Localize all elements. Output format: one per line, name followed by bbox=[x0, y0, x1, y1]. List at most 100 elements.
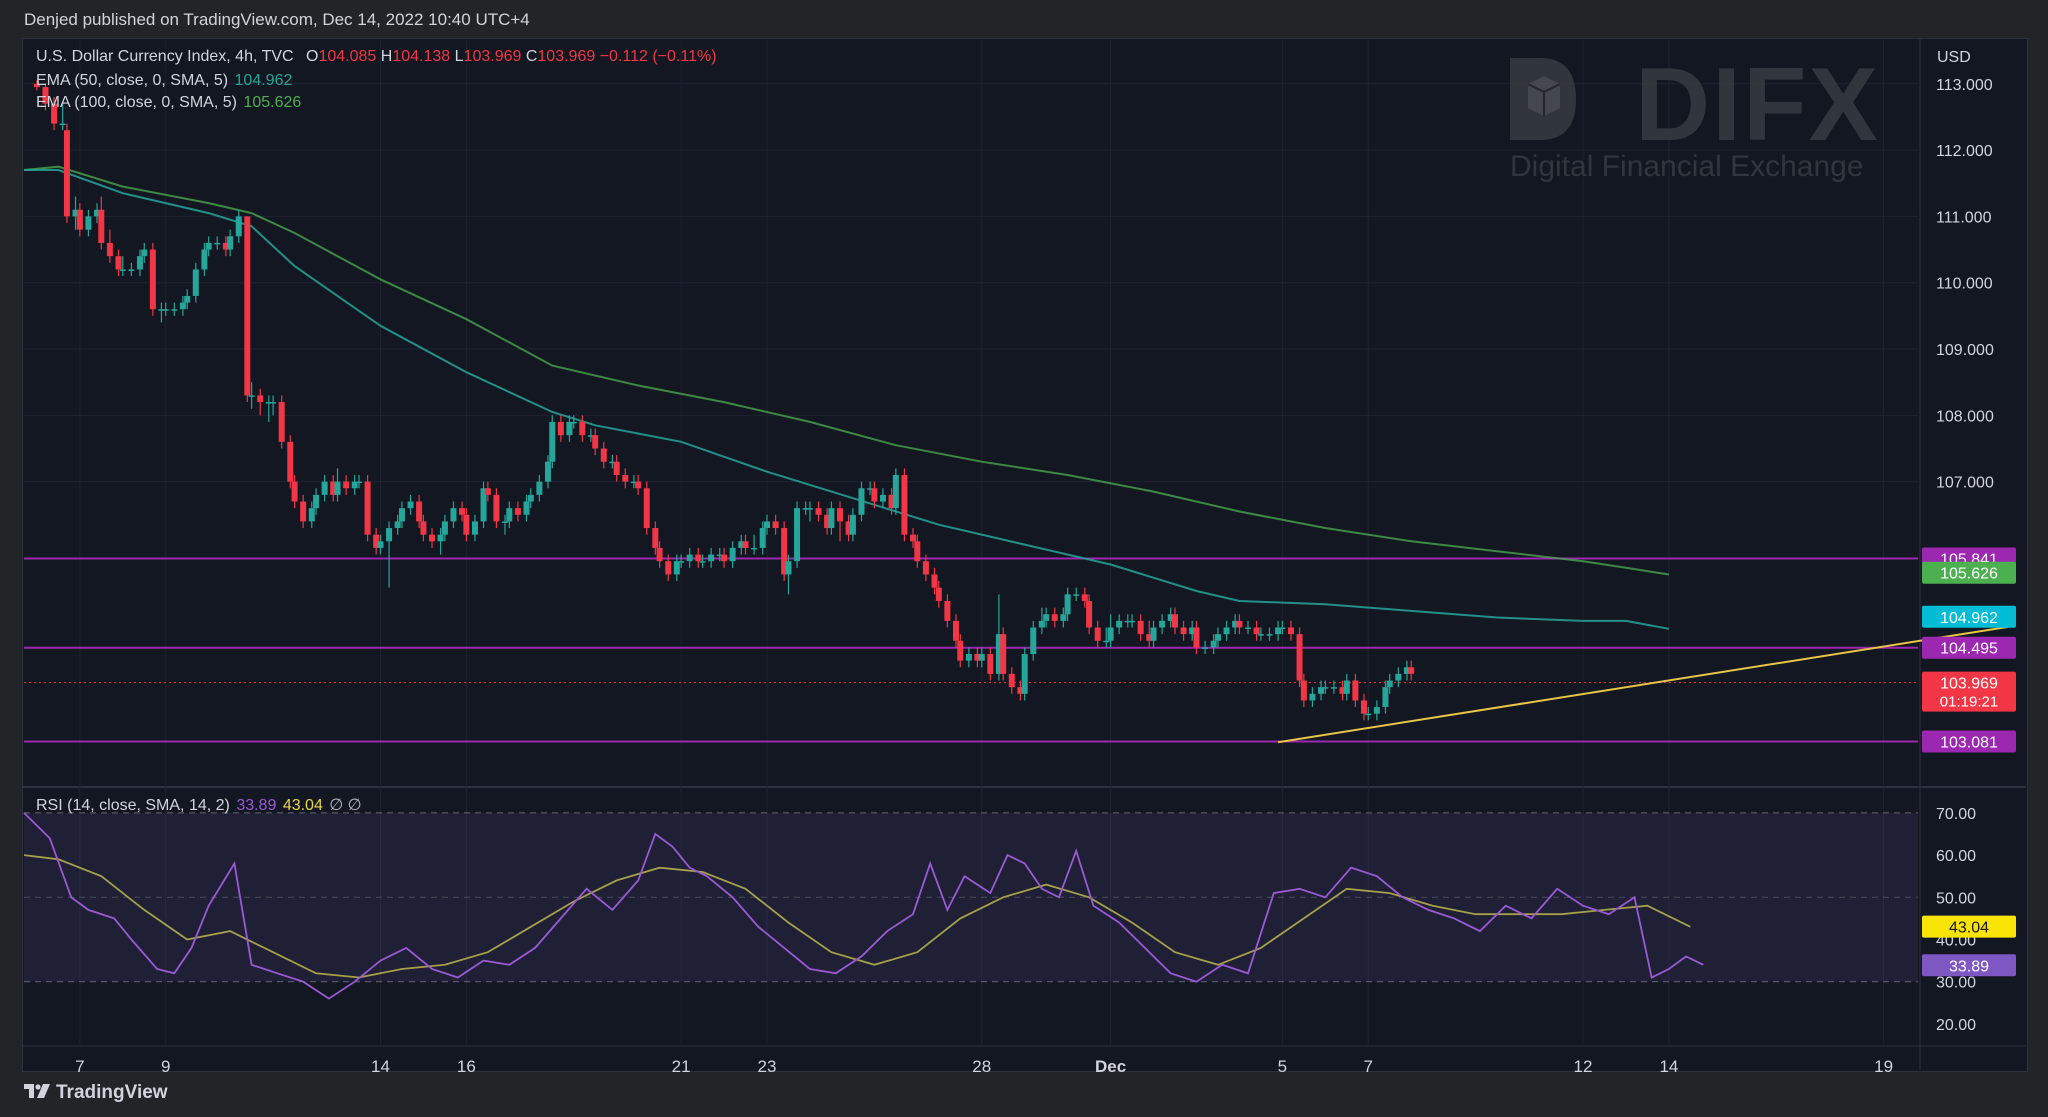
rsi-tick-label: 50.00 bbox=[1936, 890, 1976, 907]
candle-body bbox=[1189, 627, 1196, 635]
candle-body bbox=[1343, 680, 1350, 694]
candle-body bbox=[910, 534, 917, 542]
candle-body bbox=[334, 481, 341, 495]
candle-body bbox=[386, 528, 393, 542]
candle-body bbox=[149, 249, 156, 310]
candle-body bbox=[33, 83, 40, 88]
candle-body bbox=[1253, 627, 1260, 635]
candle-body bbox=[355, 481, 362, 484]
rsi-legend[interactable]: RSI (14, close, SMA, 14, 2) 33.89 43.04 … bbox=[36, 795, 362, 815]
change-value: −0.112 (−0.11%) bbox=[599, 48, 717, 65]
rsi-value: 33.89 bbox=[236, 797, 277, 814]
candle-body bbox=[351, 481, 358, 489]
high-label: H bbox=[380, 48, 393, 65]
candle-body bbox=[815, 508, 822, 515]
candle-body bbox=[416, 501, 423, 522]
candle-body bbox=[514, 508, 521, 515]
candle-body bbox=[845, 521, 852, 535]
candle-body bbox=[1257, 634, 1264, 636]
candle-body bbox=[72, 209, 79, 217]
candle-body bbox=[205, 242, 212, 250]
close-label: C bbox=[525, 48, 538, 65]
tradingview-logo[interactable]: TradingView bbox=[24, 1082, 168, 1104]
candle-body bbox=[1038, 620, 1045, 628]
candle-body bbox=[699, 561, 706, 563]
candle-body bbox=[781, 528, 788, 575]
price-tag-label: 103.969 bbox=[1940, 676, 1998, 693]
candle-body bbox=[566, 421, 573, 436]
candle-body bbox=[437, 534, 444, 542]
candle-body bbox=[806, 508, 813, 510]
rsi-tag-label: 33.89 bbox=[1949, 958, 1989, 975]
candle-body bbox=[1365, 713, 1372, 716]
candle-body bbox=[377, 541, 384, 548]
candle-body bbox=[493, 494, 500, 522]
candle-body bbox=[871, 488, 878, 502]
candle-body bbox=[98, 209, 105, 243]
rsi-extra: ∅ ∅ bbox=[329, 797, 362, 814]
candle-body bbox=[480, 488, 487, 522]
candle-body bbox=[192, 269, 199, 296]
time-tick-label: 16 bbox=[457, 1057, 476, 1076]
candle-body bbox=[1129, 620, 1136, 623]
rsi-ma-line bbox=[23, 854, 1691, 979]
ema100-legend[interactable]: EMA (100, close, 0, SMA, 5) 105.626 bbox=[36, 94, 301, 112]
candle-body bbox=[751, 547, 758, 550]
candle-body bbox=[1124, 620, 1131, 623]
candle-body bbox=[308, 508, 315, 522]
candle-body bbox=[1287, 627, 1294, 635]
rsi-label: RSI (14, close, SMA, 14, 2) bbox=[36, 797, 230, 814]
candle-body bbox=[94, 209, 101, 217]
candle-body bbox=[686, 554, 693, 562]
candle-body bbox=[1064, 594, 1071, 615]
candle-body bbox=[270, 402, 277, 404]
price-tag-countdown: 01:19:21 bbox=[1940, 694, 1998, 711]
candle-body bbox=[248, 395, 255, 397]
chart-frame[interactable] bbox=[22, 38, 2028, 1072]
time-tick-label: 7 bbox=[1364, 1057, 1373, 1076]
ema50-legend[interactable]: EMA (50, close, 0, SMA, 5) 104.962 bbox=[36, 72, 292, 90]
ema100-line bbox=[23, 165, 1670, 576]
candle-body bbox=[759, 528, 766, 548]
candle-body bbox=[158, 309, 165, 311]
candle-body bbox=[837, 508, 844, 522]
time-tick-label: 28 bbox=[972, 1057, 991, 1076]
rsi-tag-rsi bbox=[1922, 954, 2016, 977]
candle-body bbox=[1360, 700, 1367, 714]
price-tag-level bbox=[1922, 636, 2016, 659]
candle-body bbox=[643, 488, 650, 529]
price-tag-label: 104.495 bbox=[1940, 641, 1998, 658]
symbol-legend[interactable]: U.S. Dollar Currency Index, 4h, TVC O104… bbox=[36, 48, 717, 66]
candle-body bbox=[738, 541, 745, 548]
price-tick-label: 113.000 bbox=[1936, 77, 1993, 94]
candle-body bbox=[141, 249, 148, 257]
candle-body bbox=[965, 654, 972, 661]
ema50-line bbox=[24, 169, 1670, 630]
tradingview-logo-icon bbox=[24, 1082, 50, 1104]
ema100-value: 105.626 bbox=[243, 94, 302, 111]
candle-body bbox=[716, 554, 723, 557]
candle-body bbox=[987, 654, 994, 674]
low-value: 103.969 bbox=[463, 48, 522, 65]
candle-body bbox=[1352, 680, 1359, 701]
candle-body bbox=[1107, 627, 1114, 641]
candle-body bbox=[587, 435, 594, 437]
price-tick-label: 111.000 bbox=[1936, 209, 1992, 226]
price-tag-ema50 bbox=[1922, 605, 2016, 628]
rsi-tick-label: 20.00 bbox=[1936, 1017, 1976, 1034]
grid-lines bbox=[22, 38, 2026, 1070]
candle-body bbox=[484, 488, 491, 495]
price-tag-label: 104.962 bbox=[1940, 610, 1998, 627]
candle-body bbox=[1339, 687, 1346, 694]
candle-body bbox=[622, 474, 629, 482]
candle-body bbox=[287, 441, 294, 482]
candle-body bbox=[471, 521, 478, 535]
ema50-value: 104.962 bbox=[234, 72, 293, 89]
candle-body bbox=[1081, 594, 1088, 601]
candle-body bbox=[463, 514, 470, 535]
candle-body bbox=[450, 508, 457, 522]
candle-body bbox=[1094, 627, 1101, 641]
candle-body bbox=[1051, 614, 1058, 621]
rsi-ma-value: 43.04 bbox=[282, 797, 323, 814]
